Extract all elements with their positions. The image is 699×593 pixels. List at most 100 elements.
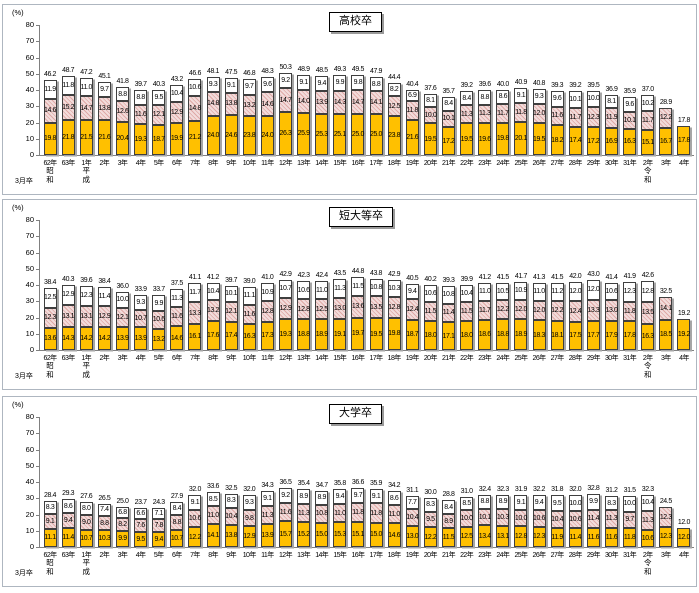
x-axis-label: 13年 <box>297 355 311 362</box>
bar-segment-middle: 12.3 <box>659 507 673 527</box>
bar-segment-bottom: 19.2 <box>677 318 691 350</box>
bar-segment-bottom: 17.3 <box>260 321 274 350</box>
x-axis-label: 24年 <box>496 355 510 362</box>
bar-total-label: 31.2 <box>605 487 618 495</box>
bar-segment-bottom: 14.1 <box>206 524 220 547</box>
bar-27年: 9.6 11.6 18.2 <box>550 90 564 155</box>
bar-total-label: 44.4 <box>388 73 401 81</box>
x-axis-label: 20年 <box>423 160 438 167</box>
x-axis-label: 6年 <box>171 355 182 362</box>
bar-total-label: 39.6 <box>478 81 491 89</box>
bar-14年: 8.9 10.8 15.0 <box>315 490 329 547</box>
bar-segment-middle: 10.6 <box>152 311 166 329</box>
x-axis-label: 29年 <box>586 355 601 362</box>
bar-segment-bottom: 16.1 <box>188 323 202 350</box>
bar-segment-middle: 13.1 <box>79 305 93 327</box>
bar-segment-top: 10.6 <box>188 79 202 97</box>
bar-10年: 9.7 13.2 23.8 <box>242 79 256 155</box>
x-axis-label: 63年 <box>61 355 76 362</box>
bar-segment-bottom: 16.3 <box>242 323 256 350</box>
x-axis-label: 16年 <box>351 160 365 167</box>
bar-segment-middle: 11.4 <box>586 509 600 529</box>
bar-segment-top: 8.3 <box>224 494 238 508</box>
bar-31年: 12.3 11.8 17.8 <box>623 281 637 350</box>
era-label: 和 <box>46 175 54 184</box>
bar-segment-top: 8.5 <box>460 496 474 511</box>
march-graduation-label: 3月卒 <box>15 373 33 380</box>
y-tick-label: 80 <box>25 20 34 29</box>
bar-30年: 8.3 11.3 11.6 <box>605 496 618 547</box>
y-tick-mark <box>36 155 39 156</box>
y-tick-label: 60 <box>25 444 34 454</box>
bar-total-label: 46.2 <box>44 70 57 78</box>
bar-segment-bottom: 21.5 <box>79 120 93 155</box>
bar-segment-middle: 11.9 <box>605 108 618 128</box>
bar-segment-middle: 11.6 <box>134 104 148 124</box>
bar-segment-top: 8.2 <box>387 82 401 96</box>
bar-total-label: 41.7 <box>514 273 527 281</box>
bar-segment-top: 9.1 <box>297 75 311 91</box>
bar-segment-bottom: 24.0 <box>260 115 274 155</box>
bar-segment-middle: 13.3 <box>586 299 600 322</box>
bar-1年: 11.0 14.7 21.5 <box>79 78 93 155</box>
bar-total-label: 40.5 <box>406 275 419 283</box>
bar-segment-bottom: 12.2 <box>188 527 202 547</box>
x-axis-label: 7年 <box>190 355 200 362</box>
x-axis-label: 12年 <box>279 160 293 167</box>
bar-segment-middle: 10.3 <box>496 508 510 526</box>
bar-total-label: 41.2 <box>207 274 220 282</box>
bar-segment-bottom: 25.0 <box>351 114 365 155</box>
bar-11年: 9.6 14.6 24.0 <box>260 76 274 155</box>
bar-segment-bottom: 23.8 <box>387 116 401 155</box>
bar-5年: 9.5 12.1 18.7 <box>152 89 166 155</box>
bar-segment-top: 8.4 <box>460 91 474 105</box>
bar-8年: 10.4 13.2 17.6 <box>206 283 220 350</box>
bar-segment-bottom: 20.1 <box>514 122 528 155</box>
bar-total-label: 44.8 <box>351 268 364 276</box>
bar-16年: 11.5 13.6 19.7 <box>351 277 365 350</box>
bar-segment-middle: 11.6 <box>279 502 292 522</box>
y-tick-mark <box>36 350 39 351</box>
bar-segment-middle: 11.6 <box>170 307 184 327</box>
x-axis-label: 31年 <box>623 355 637 362</box>
bar-total-label: 41.5 <box>496 273 509 281</box>
bar-segment-top: 8.9 <box>496 494 510 509</box>
era-label: 和 <box>643 370 652 379</box>
bar-segment-top: 10.7 <box>279 280 292 298</box>
bar-segment-bottom: 14.6 <box>387 523 401 547</box>
x-axis-label: 13年 <box>297 552 311 559</box>
x-axis-label: 5年 <box>153 355 164 362</box>
bar-segment-top: 9.2 <box>279 487 292 503</box>
bar-segment-middle: 7.8 <box>152 519 166 532</box>
bar-total-label: 35.9 <box>370 479 383 487</box>
x-axis-label: 15年 <box>333 552 347 559</box>
bar-8年: 8.5 11.0 14.1 <box>206 492 220 547</box>
bar-12年: 9.2 11.6 15.7 <box>279 487 292 547</box>
bar-segment-bottom: 18.3 <box>532 320 546 350</box>
y-axis-unit-label: (%) <box>12 203 24 212</box>
bar-segment-bottom: 17.9 <box>605 320 618 350</box>
bar-segment-bottom: 15.2 <box>297 522 311 547</box>
bar-segment-bottom: 10.7 <box>79 529 93 547</box>
bar-segment-middle: 8.8 <box>170 515 184 530</box>
bar-segment-middle: 11.3 <box>260 506 274 525</box>
bar-segment-middle: 15.2 <box>61 94 75 120</box>
x-axis-label: 8年 <box>208 552 218 559</box>
bar-segment-middle: 11.0 <box>333 504 347 523</box>
x-axis-label: 23年 <box>478 355 492 362</box>
bar-segment-top: 9.2 <box>279 73 292 89</box>
x-axis-label: 19年 <box>405 552 420 559</box>
y-tick-label: 10 <box>25 525 34 535</box>
bar-segment-bottom: 18.9 <box>315 319 329 350</box>
bar-15年: 9.4 11.0 15.3 <box>333 488 347 547</box>
bar-segment-top: 11.0 <box>478 282 492 301</box>
bar-segment-top: 9.3 <box>532 88 546 104</box>
bar-segment-bottom: 15.0 <box>315 522 329 547</box>
bar-total-label: 36.0 <box>116 282 129 290</box>
bar-total-label: 23.7 <box>134 499 147 507</box>
bar-segment-middle: 11.8 <box>351 503 365 523</box>
bar-23年: 8.8 11.3 19.6 <box>478 90 492 155</box>
bar-total-label: 34.3 <box>261 482 274 490</box>
y-tick-mark <box>36 252 39 254</box>
bar-segment-bottom: 19.3 <box>134 123 148 155</box>
